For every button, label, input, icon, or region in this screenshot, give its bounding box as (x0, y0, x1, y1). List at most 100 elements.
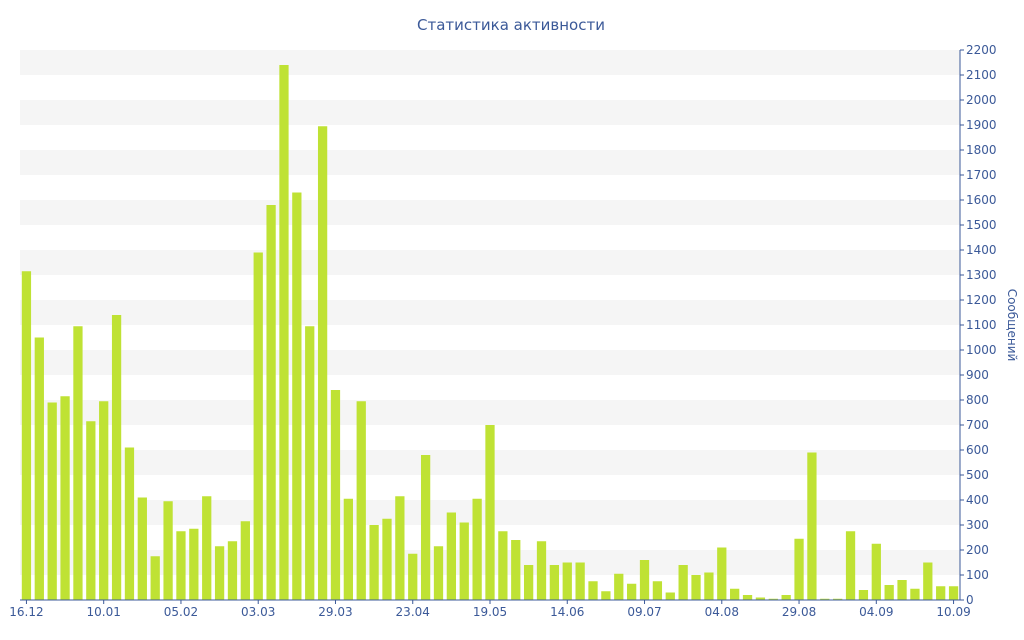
bar (627, 583, 637, 600)
bar (21, 271, 32, 600)
y-axis-label: Сообщений (1005, 289, 1019, 362)
bar (768, 598, 778, 600)
y-tick-label: 200 (966, 543, 989, 557)
axes: 0 100 200 300 400 500 600 700 800 900 1000 1100 1200… (9, 43, 996, 619)
bar (588, 581, 598, 600)
y-tick-label: 300 (966, 518, 989, 532)
bar (317, 126, 328, 600)
bar (923, 562, 933, 600)
bar (163, 501, 173, 600)
x-tick-label: 19.05 (473, 605, 507, 619)
y-tick-label: 1000 (966, 343, 997, 357)
x-tick-label: 29.08 (782, 605, 816, 619)
bar (897, 580, 907, 600)
bar (936, 586, 946, 600)
bar (47, 402, 57, 600)
bar (575, 562, 585, 600)
bar (214, 546, 225, 600)
bar (536, 541, 547, 600)
x-tick-label: 04.09 (859, 605, 893, 619)
bar (330, 390, 341, 600)
x-tick-label: 23.04 (396, 605, 430, 619)
bar (137, 497, 147, 600)
bar (124, 447, 135, 600)
y-tick-label: 100 (966, 568, 989, 582)
x-tick-label: 16.12 (9, 605, 43, 619)
y-tick-label: 400 (966, 493, 989, 507)
bar (498, 531, 508, 600)
bar (446, 512, 456, 600)
bar (60, 396, 70, 600)
bar (356, 401, 366, 600)
grid-band (20, 300, 960, 325)
y-tick-label: 2200 (966, 43, 997, 57)
bar (420, 455, 431, 600)
grid-bands (20, 50, 960, 575)
grid-band (20, 150, 960, 175)
bar (871, 543, 881, 600)
bar (240, 521, 250, 600)
bar (459, 522, 469, 600)
y-tick-label: 1900 (966, 118, 997, 132)
bar (601, 591, 611, 600)
y-tick-label: 1200 (966, 293, 997, 307)
x-tick-label: 10.01 (87, 605, 121, 619)
y-tick-label: 1100 (966, 318, 997, 332)
bar (34, 337, 44, 600)
bar (343, 498, 353, 600)
bar (948, 586, 959, 600)
bar (794, 538, 804, 600)
y-tick-label: 500 (966, 468, 989, 482)
bar (111, 315, 122, 600)
chart-title: Статистика активности (417, 16, 605, 34)
bar (86, 421, 96, 600)
bar (227, 541, 238, 600)
bar (549, 565, 560, 600)
bar (858, 590, 869, 600)
bar (833, 598, 843, 600)
bar (266, 205, 276, 600)
y-tick-label: 700 (966, 418, 989, 432)
bar (755, 597, 766, 600)
y-tick-label: 1800 (966, 143, 997, 157)
x-tick-label: 29.03 (318, 605, 352, 619)
grid-band (20, 350, 960, 375)
y-tick-label: 1700 (966, 168, 997, 182)
bar (910, 588, 920, 600)
x-tick-label: 10.09 (936, 605, 970, 619)
grid-band (20, 400, 960, 425)
bar (292, 192, 302, 600)
bar (408, 553, 418, 600)
bar (305, 326, 315, 600)
x-tick-label: 04.08 (705, 605, 739, 619)
bar (433, 546, 444, 600)
bar (704, 572, 714, 600)
bar (99, 401, 109, 600)
grid-band (20, 250, 960, 275)
y-tick-label: 1500 (966, 218, 997, 232)
bar (730, 588, 740, 600)
bar (678, 565, 688, 600)
bar (176, 531, 186, 600)
bar (523, 565, 534, 600)
x-tick-label: 09.07 (627, 605, 661, 619)
y-tick-label: 1400 (966, 243, 997, 257)
bar (807, 452, 817, 600)
bar (202, 496, 212, 600)
bar (614, 573, 624, 600)
x-tick-label: 03.03 (241, 605, 275, 619)
bar (781, 595, 791, 600)
bar (884, 585, 894, 600)
grid-band (20, 100, 960, 125)
bar (665, 592, 675, 600)
bar (369, 525, 379, 600)
y-tick-label: 800 (966, 393, 989, 407)
bar (742, 595, 753, 600)
y-tick-label: 2100 (966, 68, 997, 82)
bar (639, 560, 650, 600)
bar (472, 498, 482, 600)
bar (820, 598, 830, 600)
bar (395, 496, 405, 600)
grid-band (20, 200, 960, 225)
